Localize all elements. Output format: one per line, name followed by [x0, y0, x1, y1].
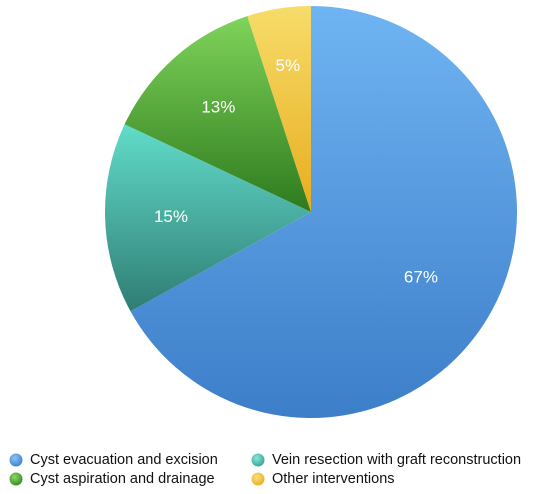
legend-marker-3 [9, 472, 23, 486]
legend-label-4: Other interventions [272, 471, 395, 487]
legend-marker-2 [251, 453, 265, 467]
legend-item-4: Other interventions [251, 471, 395, 487]
slice-label-4: 5% [276, 56, 301, 75]
pie-slices [104, 6, 517, 418]
slice-label-3: 13% [201, 97, 235, 116]
legend-marker-1 [9, 453, 23, 467]
slice-label-2: 15% [154, 207, 188, 226]
slice-labels: 67% 15% 13% 5% [154, 56, 438, 287]
legend-item-2: Vein resection with graft reconstruction [251, 452, 521, 468]
legend-label-2: Vein resection with graft reconstruction [272, 452, 521, 468]
legend-label-3: Cyst aspiration and drainage [30, 471, 215, 487]
pie-slice-1 [130, 6, 517, 418]
legend-item-1: Cyst evacuation and excision [9, 452, 218, 468]
pie-slice-3 [124, 16, 312, 213]
pie-slice-2 [104, 124, 312, 312]
legend: Cyst evacuation and excision Vein resecti… [9, 452, 521, 487]
pie-slice-4 [247, 6, 311, 212]
legend-label-1: Cyst evacuation and excision [30, 452, 218, 468]
legend-item-3: Cyst aspiration and drainage [9, 471, 215, 487]
slice-label-1: 67% [404, 268, 438, 287]
legend-marker-4 [251, 472, 265, 486]
